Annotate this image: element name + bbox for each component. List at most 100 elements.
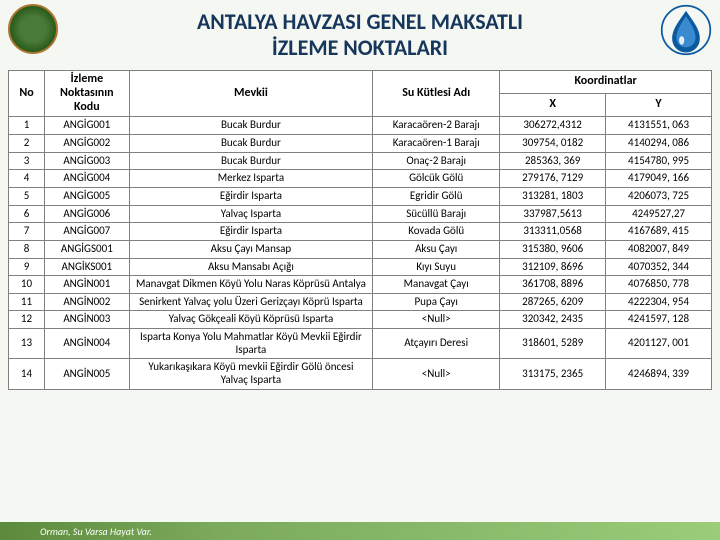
- cell-mevkii: Yalvaç Gökçeali Köyü Köprüsü Isparta: [129, 311, 373, 329]
- table-body: 1ANGİG001Bucak BurdurKaracaören-2 Barajı…: [9, 117, 712, 389]
- table-container: No İzleme Noktasının Kodu Mevkii Su Kütl…: [0, 70, 720, 390]
- cell-no: 13: [9, 329, 45, 359]
- water-drop-logo-icon: [660, 4, 712, 56]
- cell-mevkii: Eğirdir Isparta: [129, 187, 373, 205]
- table-row: 9ANGİKS001Aksu Mansabı AçığıKıyı Suyu312…: [9, 258, 712, 276]
- cell-y: 4131551, 063: [606, 117, 712, 135]
- table-header: No İzleme Noktasının Kodu Mevkii Su Kütl…: [9, 71, 712, 117]
- cell-su: Onaç-2 Barajı: [373, 152, 500, 170]
- cell-mevkii: Bucak Burdur: [129, 152, 373, 170]
- cell-code: ANGİN003: [44, 311, 129, 329]
- header-no: No: [9, 71, 45, 117]
- cell-code: ANGİKS001: [44, 258, 129, 276]
- cell-x: 306272,4312: [500, 117, 606, 135]
- cell-no: 9: [9, 258, 45, 276]
- cell-no: 10: [9, 276, 45, 294]
- table-row: 13ANGİN004Isparta Konya Yolu Mahmatlar K…: [9, 329, 712, 359]
- cell-y: 4140294, 086: [606, 135, 712, 153]
- cell-code: ANGİN001: [44, 276, 129, 294]
- table-row: 10ANGİN001Manavgat Dikmen Köyü Yolu Nara…: [9, 276, 712, 294]
- cell-y: 4206073, 725: [606, 187, 712, 205]
- cell-x: 285363, 369: [500, 152, 606, 170]
- cell-x: 318601, 5289: [500, 329, 606, 359]
- cell-x: 361708, 8896: [500, 276, 606, 294]
- cell-code: ANGİG003: [44, 152, 129, 170]
- table-row: 3ANGİG003Bucak BurdurOnaç-2 Barajı285363…: [9, 152, 712, 170]
- cell-mevkii: Aksu Mansabı Açığı: [129, 258, 373, 276]
- cell-su: Karacaören-2 Barajı: [373, 117, 500, 135]
- cell-y: 4249527,27: [606, 205, 712, 223]
- cell-code: ANGİGS001: [44, 240, 129, 258]
- cell-code: ANGİG004: [44, 170, 129, 188]
- monitoring-points-table: No İzleme Noktasının Kodu Mevkii Su Kütl…: [8, 70, 712, 390]
- cell-no: 14: [9, 359, 45, 389]
- table-row: 7ANGİG007Eğirdir IspartaKovada Gölü31331…: [9, 223, 712, 241]
- cell-su: Aksu Çayı: [373, 240, 500, 258]
- cell-no: 3: [9, 152, 45, 170]
- table-row: 12ANGİN003Yalvaç Gökçeali Köyü Köprüsü I…: [9, 311, 712, 329]
- cell-y: 4179049, 166: [606, 170, 712, 188]
- cell-mevkii: Isparta Konya Yolu Mahmatlar Köyü Mevkii…: [129, 329, 373, 359]
- cell-su: Pupa Çayı: [373, 293, 500, 311]
- cell-code: ANGİG001: [44, 117, 129, 135]
- cell-x: 313175, 2365: [500, 359, 606, 389]
- table-row: 8ANGİGS001Aksu Çayı MansapAksu Çayı31538…: [9, 240, 712, 258]
- table-row: 14ANGİN005Yukarıkaşıkara Köyü mevkii Eği…: [9, 359, 712, 389]
- page-title: ANTALYA HAVZASI GENEL MAKSATLI İZLEME NO…: [197, 9, 523, 62]
- header: ANTALYA HAVZASI GENEL MAKSATLI İZLEME NO…: [0, 0, 720, 70]
- cell-x: 313281, 1803: [500, 187, 606, 205]
- cell-su: Atçayırı Deresi: [373, 329, 500, 359]
- header-su: Su Kütlesi Adı: [373, 71, 500, 117]
- cell-mevkii: Bucak Burdur: [129, 135, 373, 153]
- title-line-2: İZLEME NOKTALARI: [197, 35, 523, 61]
- cell-y: 4070352, 344: [606, 258, 712, 276]
- cell-no: 2: [9, 135, 45, 153]
- cell-su: Gölcük Gölü: [373, 170, 500, 188]
- cell-code: ANGİG002: [44, 135, 129, 153]
- header-koord: Koordinatlar: [500, 71, 712, 94]
- cell-y: 4241597, 128: [606, 311, 712, 329]
- cell-su: Manavgat Çayı: [373, 276, 500, 294]
- table-row: 6ANGİG006Yalvaç IspartaSücüllü Barajı337…: [9, 205, 712, 223]
- cell-y: 4154780, 995: [606, 152, 712, 170]
- cell-code: ANGİN004: [44, 329, 129, 359]
- cell-x: 309754, 0182: [500, 135, 606, 153]
- cell-x: 287265, 6209: [500, 293, 606, 311]
- cell-su: Kıyı Suyu: [373, 258, 500, 276]
- cell-no: 7: [9, 223, 45, 241]
- table-row: 1ANGİG001Bucak BurdurKaracaören-2 Barajı…: [9, 117, 712, 135]
- cell-su: Kovada Gölü: [373, 223, 500, 241]
- cell-su: <Null>: [373, 311, 500, 329]
- cell-y: 4246894, 339: [606, 359, 712, 389]
- cell-no: 11: [9, 293, 45, 311]
- cell-mevkii: Yukarıkaşıkara Köyü mevkii Eğirdir Gölü …: [129, 359, 373, 389]
- header-code: İzleme Noktasının Kodu: [44, 71, 129, 117]
- cell-y: 4222304, 954: [606, 293, 712, 311]
- cell-no: 1: [9, 117, 45, 135]
- cell-y: 4076850, 778: [606, 276, 712, 294]
- cell-y: 4201127, 001: [606, 329, 712, 359]
- cell-x: 337987,5613: [500, 205, 606, 223]
- cell-x: 320342, 2435: [500, 311, 606, 329]
- cell-su: Karacaören-1 Barajı: [373, 135, 500, 153]
- cell-x: 315380, 9606: [500, 240, 606, 258]
- cell-code: ANGİN005: [44, 359, 129, 389]
- cell-no: 5: [9, 187, 45, 205]
- table-row: 2ANGİG002Bucak BurdurKaracaören-1 Barajı…: [9, 135, 712, 153]
- cell-no: 6: [9, 205, 45, 223]
- cell-su: <Null>: [373, 359, 500, 389]
- cell-su: Sücüllü Barajı: [373, 205, 500, 223]
- table-row: 5ANGİG005Eğirdir IspartaEgridir Gölü3132…: [9, 187, 712, 205]
- header-y: Y: [606, 94, 712, 117]
- cell-mevkii: Manavgat Dikmen Köyü Yolu Naras Köprüsü …: [129, 276, 373, 294]
- cell-no: 4: [9, 170, 45, 188]
- cell-mevkii: Aksu Çayı Mansap: [129, 240, 373, 258]
- cell-x: 312109, 8696: [500, 258, 606, 276]
- cell-mevkii: Bucak Burdur: [129, 117, 373, 135]
- cell-y: 4167689, 415: [606, 223, 712, 241]
- cell-y: 4082007, 849: [606, 240, 712, 258]
- cell-code: ANGİN002: [44, 293, 129, 311]
- cell-x: 313311,0568: [500, 223, 606, 241]
- footer-slogan: Orman, Su Varsa Hayat Var.: [40, 525, 152, 538]
- cell-code: ANGİG007: [44, 223, 129, 241]
